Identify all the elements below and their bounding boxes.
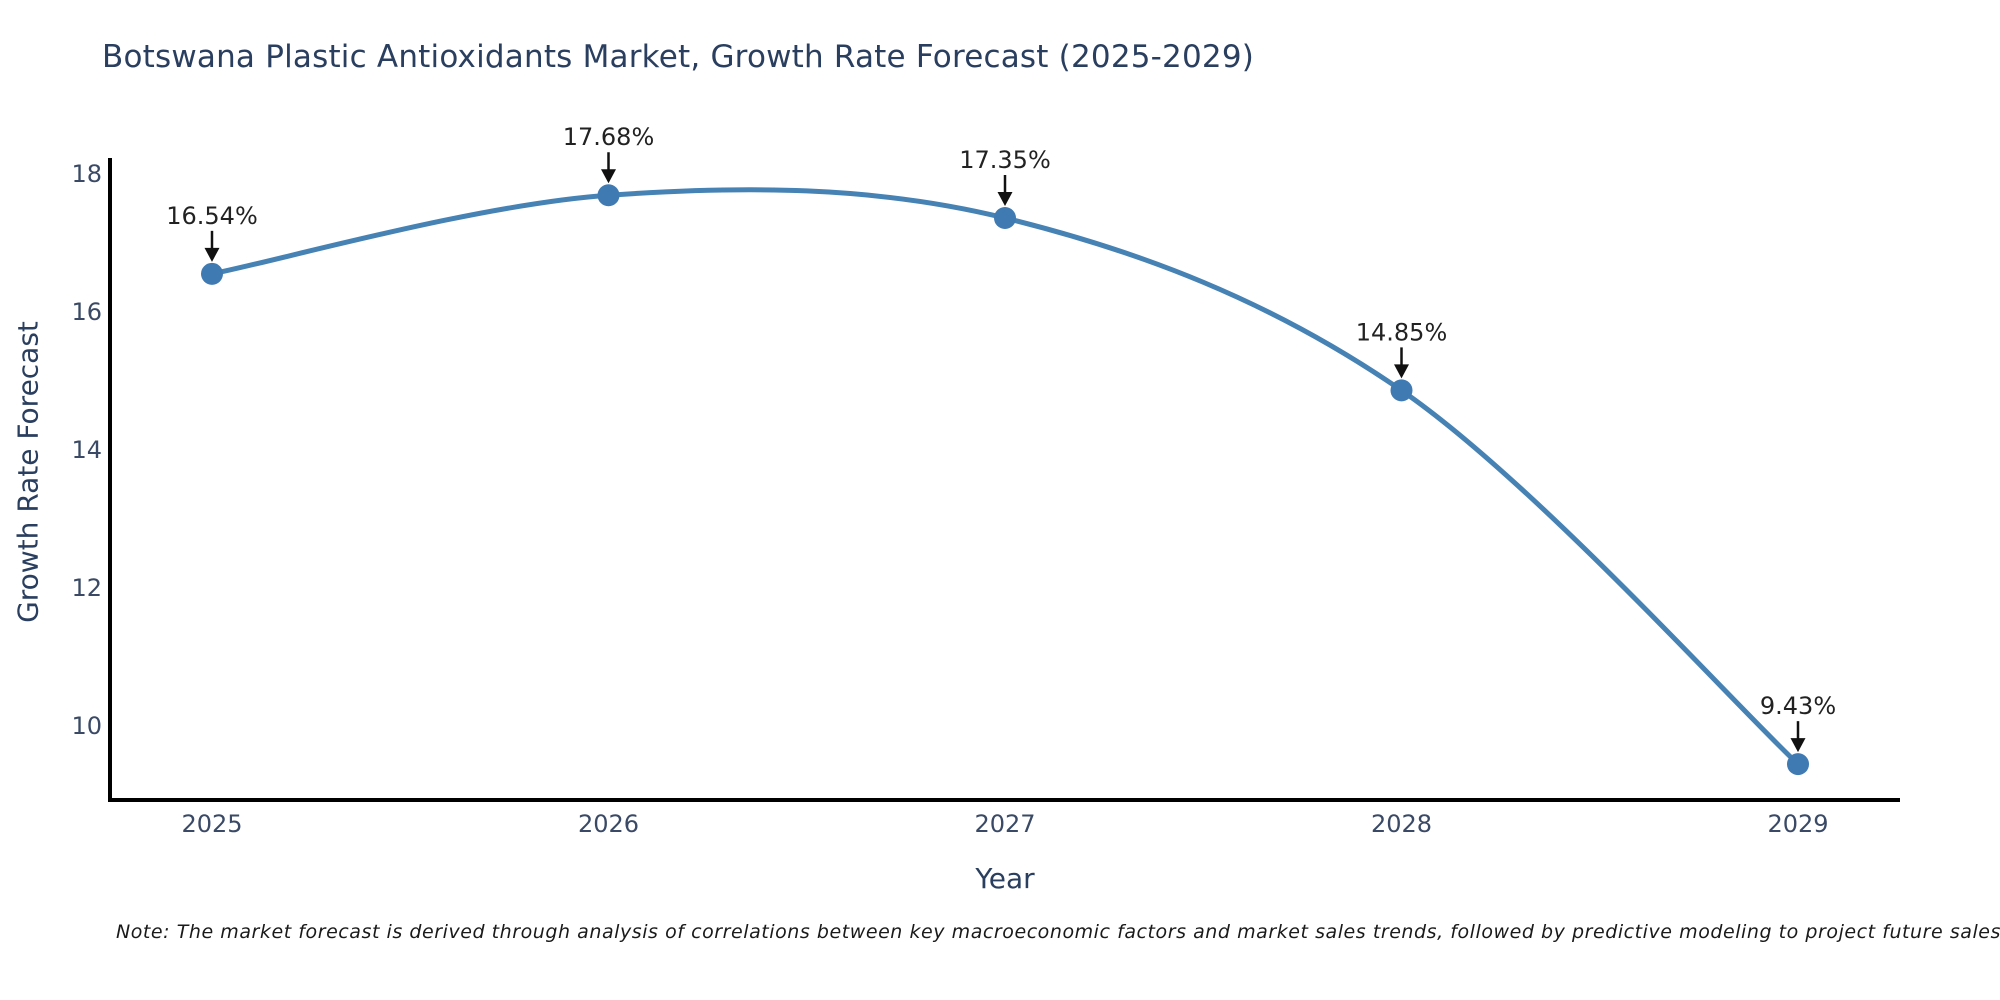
data-point	[994, 206, 1016, 229]
annotation-arrow-head	[1394, 364, 1409, 379]
x-axis-title: Year	[975, 862, 1035, 895]
data-point	[597, 184, 620, 207]
data-point	[1390, 379, 1413, 402]
footnote: Note: The market forecast is derived thr…	[116, 921, 2000, 943]
annotation-arrow-head	[1790, 738, 1806, 753]
annotation-label: 17.35%	[959, 146, 1051, 174]
annotation-arrow-head	[601, 169, 616, 184]
x-tick-label: 2029	[1767, 810, 1828, 838]
series-line	[211, 187, 1800, 766]
annotation-label: 14.85%	[1356, 318, 1448, 346]
chart-title: Botswana Plastic Antioxidants Market, Gr…	[102, 39, 1255, 75]
y-tick-label: 18	[71, 160, 102, 188]
y-tick-label: 10	[71, 712, 102, 740]
annotation-arrow-head	[997, 191, 1013, 206]
y-tick-label: 16	[71, 298, 102, 326]
x-tick-label: 2026	[578, 810, 639, 838]
x-tick-label: 2025	[181, 810, 242, 838]
annotation-label: 9.43%	[1760, 692, 1836, 720]
y-tick-label: 12	[71, 574, 102, 602]
data-point	[201, 262, 223, 285]
annotation-label: 17.68%	[563, 123, 655, 151]
annotation-label: 16.54%	[166, 202, 258, 230]
x-tick-label: 2027	[974, 810, 1035, 838]
data-point	[1787, 753, 1809, 776]
y-tick-label: 14	[71, 436, 102, 464]
annotation-arrow-head	[204, 247, 220, 262]
x-tick-label: 2028	[1371, 810, 1432, 838]
